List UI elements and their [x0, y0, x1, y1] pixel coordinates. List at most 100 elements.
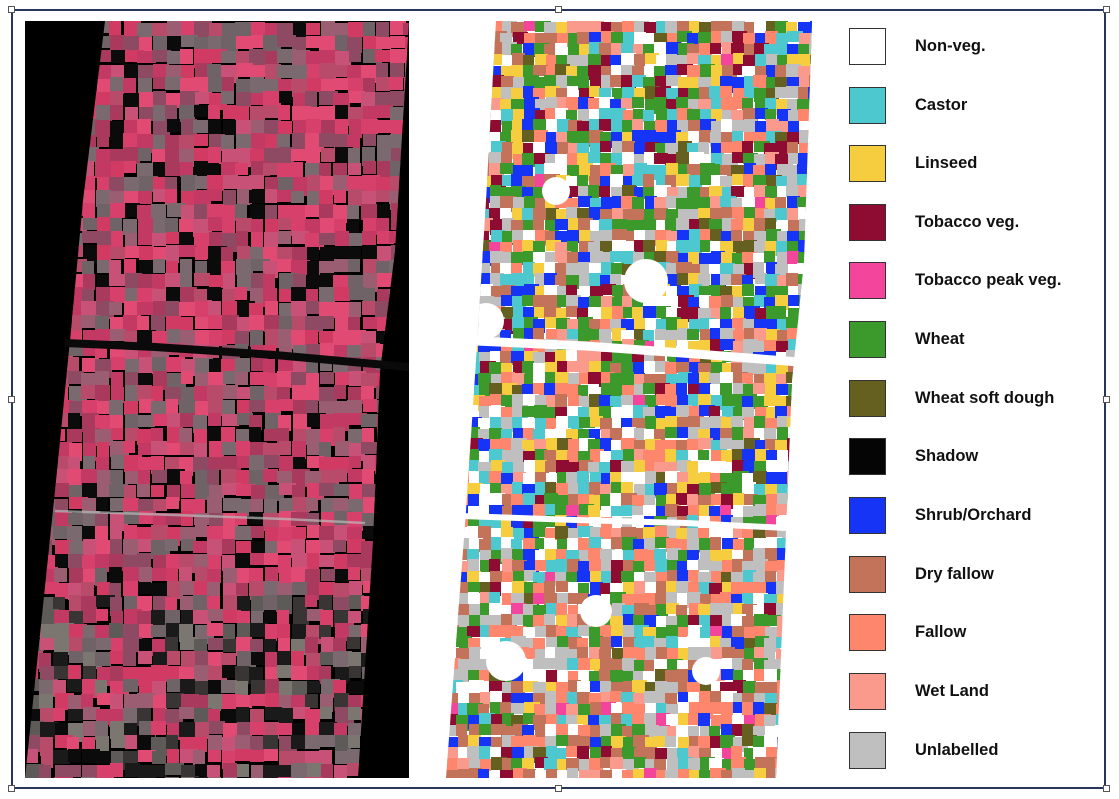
class-patch: [766, 582, 779, 597]
class-patch: [666, 263, 679, 277]
class-patch: [656, 132, 668, 145]
field-patch: [167, 119, 180, 132]
class-patch: [709, 583, 722, 595]
class-patch: [634, 384, 645, 399]
resize-handle-top-middle[interactable]: [555, 6, 562, 13]
field-patch: [292, 316, 307, 334]
field-patch: [138, 218, 157, 233]
class-patch: [667, 187, 678, 203]
field-patch: [236, 583, 248, 598]
field-patch: [348, 611, 361, 623]
legend-swatch: [849, 437, 886, 475]
resize-handle-bottom-right[interactable]: [1103, 785, 1110, 792]
field-patch: [251, 485, 267, 499]
field-patch: [222, 330, 239, 344]
class-patch: [788, 153, 799, 164]
field-patch: [278, 105, 290, 120]
class-patch: [523, 473, 537, 486]
field-patch: [67, 469, 84, 487]
field-patch: [223, 763, 237, 778]
field-patch: [166, 554, 183, 569]
class-patch: [720, 86, 732, 100]
resize-handle-middle-left[interactable]: [8, 396, 15, 403]
legend-item-dry-fallow: Dry fallow: [849, 554, 1099, 594]
class-patch: [512, 53, 525, 65]
field-patch: [124, 191, 138, 203]
class-patch: [578, 196, 592, 207]
field-patch: [138, 750, 156, 762]
field-patch: [97, 133, 109, 147]
class-patch: [566, 746, 577, 757]
field-patch: [236, 176, 250, 189]
class-patch: [687, 329, 699, 340]
field-patch: [67, 526, 82, 541]
class-patch: [556, 581, 569, 592]
field-patch: [180, 259, 192, 274]
field-patch: [124, 401, 138, 415]
field-patch: [180, 330, 196, 346]
field-patch: [195, 92, 211, 104]
field-patch: [292, 231, 309, 244]
field-patch: [68, 413, 80, 432]
field-patch: [235, 513, 247, 525]
class-patch: [766, 615, 781, 626]
class-patch: [742, 593, 755, 605]
field-patch: [83, 707, 100, 720]
class-patch: [524, 648, 535, 660]
resize-handle-top-left[interactable]: [8, 6, 15, 13]
non-veg-patch: [486, 641, 526, 681]
field-patch: [390, 21, 406, 35]
class-patch: [720, 438, 732, 449]
class-patch: [467, 659, 481, 672]
class-patch: [610, 493, 624, 507]
class-patch: [732, 460, 744, 474]
class-patch: [776, 33, 788, 45]
class-patch: [644, 22, 659, 33]
field-patch: [179, 105, 195, 122]
field-patch: [264, 749, 278, 761]
class-patch: [678, 769, 691, 778]
class-patch: [678, 737, 690, 748]
class-patch: [732, 174, 744, 185]
field-patch: [137, 288, 156, 304]
class-patch: [623, 32, 637, 44]
field-patch: [54, 638, 70, 655]
class-patch: [534, 704, 546, 716]
resize-handle-top-right[interactable]: [1103, 6, 1110, 13]
field-patch: [124, 485, 136, 499]
class-patch: [511, 88, 524, 100]
class-patch: [535, 54, 548, 66]
field-patch: [293, 21, 310, 39]
resize-handle-bottom-middle[interactable]: [555, 785, 562, 792]
field-patch: [82, 231, 98, 243]
resize-handle-middle-right[interactable]: [1103, 396, 1110, 403]
class-patch: [721, 702, 733, 718]
field-patch: [335, 105, 348, 121]
field-patch: [251, 680, 268, 695]
field-patch: [334, 765, 347, 778]
field-patch: [137, 302, 154, 315]
legend-item-non-veg: Non-veg.: [849, 26, 1099, 66]
field-patch: [223, 610, 241, 623]
field-patch: [165, 135, 183, 149]
field-patch: [165, 709, 183, 725]
class-patch: [688, 615, 703, 626]
field-patch: [152, 23, 167, 36]
class-patch: [566, 572, 577, 584]
class-patch: [544, 273, 557, 288]
field-patch: [237, 623, 254, 637]
field-patch: [333, 597, 350, 610]
class-patch: [590, 165, 601, 177]
field-patch: [179, 722, 198, 737]
field-patch: [333, 638, 346, 653]
class-patch: [688, 746, 700, 759]
field-patch: [194, 695, 209, 708]
resize-handle-bottom-left[interactable]: [8, 785, 15, 792]
field-patch: [151, 721, 166, 735]
field-patch: [152, 568, 168, 581]
field-patch: [263, 765, 282, 778]
class-patch: [601, 571, 614, 586]
class-patch: [513, 571, 526, 582]
class-patch: [556, 603, 567, 617]
class-patch: [776, 384, 792, 395]
